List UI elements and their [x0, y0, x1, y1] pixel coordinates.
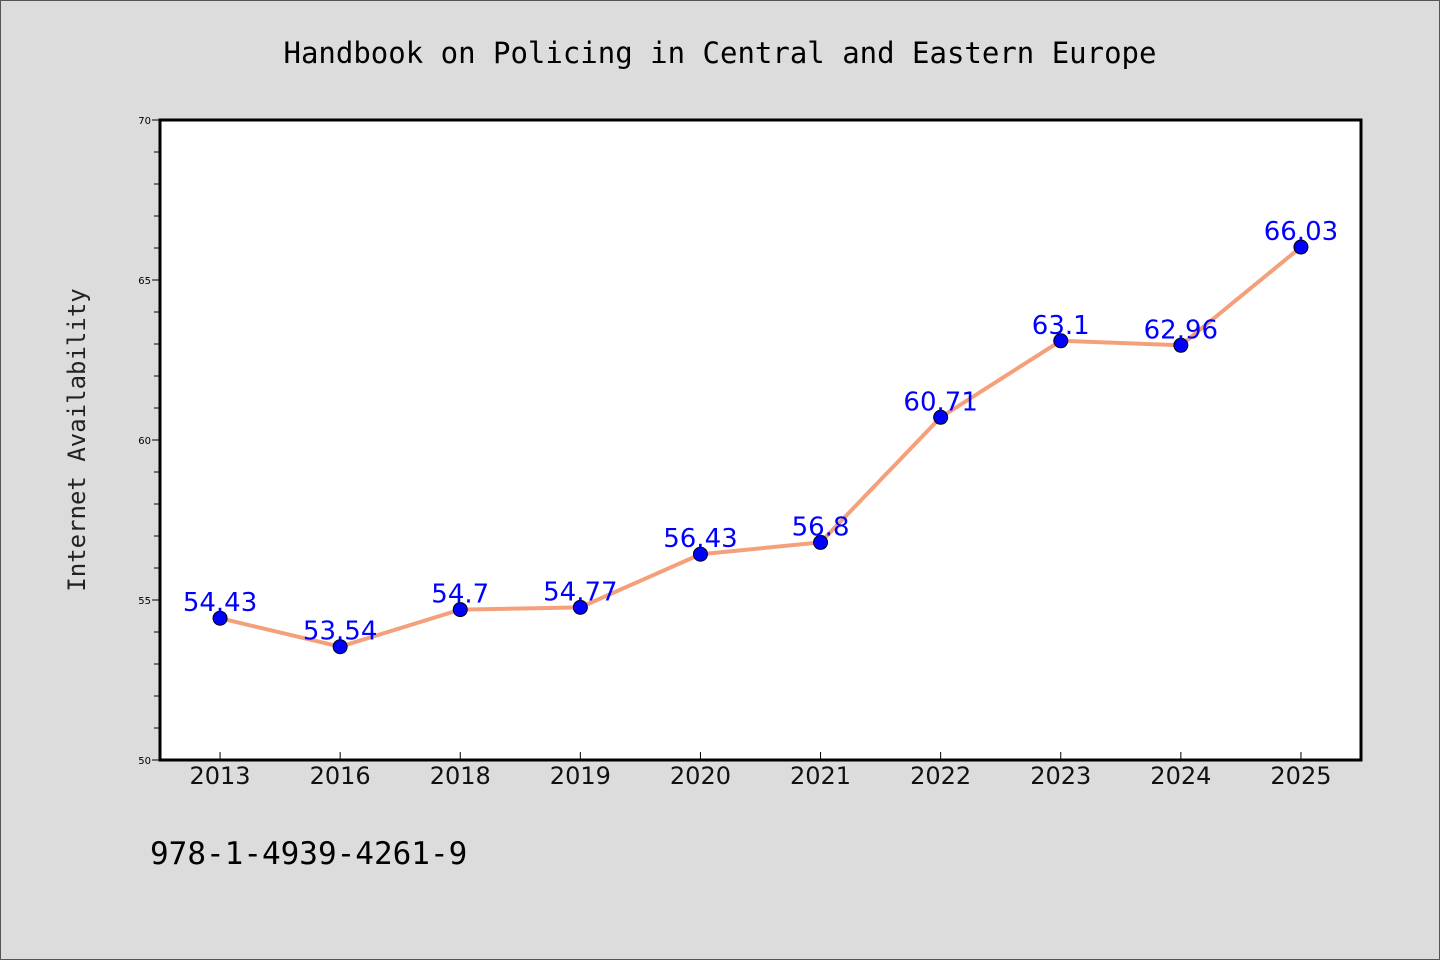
y-tick-label: 55 — [138, 596, 151, 607]
data-point — [933, 409, 949, 425]
data-point — [572, 599, 588, 615]
data-label: 54.77 — [543, 577, 617, 607]
y-tick-label: 65 — [138, 276, 151, 287]
data-point — [1173, 337, 1189, 353]
x-axis: 2013 2016 2018 2019 2020 2021 2022 2023 2024 2025 — [190, 752, 1331, 790]
isbn-text: 978-1-4939-4261-9 — [150, 836, 467, 872]
y-tick-label: 50 — [138, 756, 151, 767]
x-tick-label: 2025 — [1270, 762, 1331, 790]
x-tick-label: 2019 — [550, 762, 611, 790]
data-label: 53.54 — [303, 617, 377, 647]
data-labels-group: 54.43 53.54 54.7 54.77 56.43 56.8 60.71 63.1 62.… — [183, 217, 1338, 647]
x-tick-label: 2024 — [1150, 762, 1211, 790]
y-tick-label: 60 — [138, 436, 151, 447]
x-tick-label: 2018 — [430, 762, 491, 790]
data-point — [332, 639, 348, 655]
y-tick-label: 70 — [138, 116, 151, 127]
x-tick-label: 2016 — [310, 762, 371, 790]
data-point — [813, 534, 829, 550]
data-point — [452, 602, 468, 618]
x-tick-label: 2021 — [790, 762, 851, 790]
x-tick-label: 2020 — [670, 762, 731, 790]
data-label: 56.43 — [663, 524, 737, 554]
data-label: 56.8 — [792, 512, 850, 542]
series-line-group — [218, 245, 1303, 649]
data-label: 54.43 — [183, 588, 257, 618]
y-axis-label: Internet Availability — [63, 288, 91, 591]
data-label: 66.03 — [1264, 217, 1338, 247]
x-tick-label: 2013 — [190, 762, 251, 790]
data-point — [1053, 333, 1069, 349]
data-point — [212, 610, 228, 626]
x-tick-label: 2022 — [910, 762, 971, 790]
data-label: 54.7 — [431, 580, 489, 610]
plot-area — [158, 118, 1363, 762]
markers-group — [212, 239, 1309, 655]
data-label: 60.71 — [903, 387, 977, 417]
x-tick-label: 2023 — [1030, 762, 1091, 790]
data-point — [1293, 239, 1309, 255]
data-label: 63.1 — [1032, 311, 1090, 341]
y-axis: 50 55 60 65 70 — [138, 116, 160, 767]
series-line — [218, 245, 1303, 649]
chart-title: Handbook on Policing in Central and East… — [284, 36, 1157, 70]
data-point — [692, 546, 708, 562]
data-label: 62.96 — [1144, 315, 1218, 345]
